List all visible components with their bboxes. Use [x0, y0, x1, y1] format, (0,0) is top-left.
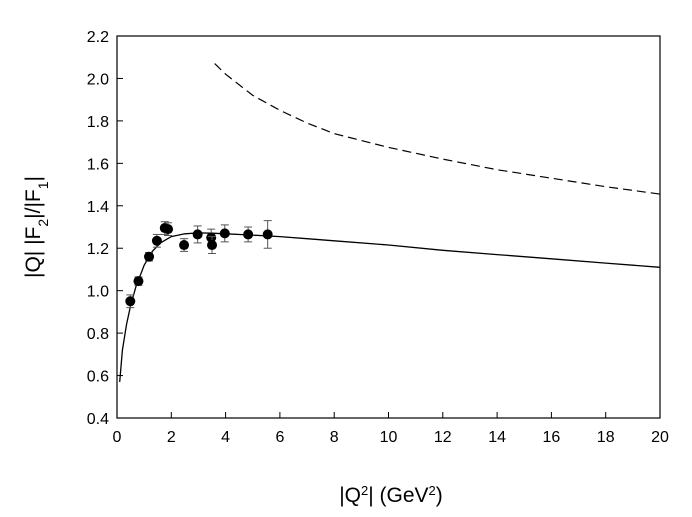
- data-point: [163, 224, 174, 235]
- x-axis-ticks: 0 2 4 6 8 10 12 14 16 18 20: [113, 412, 669, 446]
- y-axis-title: |Q| |F2|/|F1|: [22, 176, 51, 278]
- data-point: [133, 276, 144, 287]
- data-point: [206, 232, 217, 243]
- x-tick-label: 0: [113, 429, 122, 446]
- y-tick-label: 1.6: [87, 156, 109, 173]
- y-tick-label: 1.0: [87, 284, 109, 301]
- x-tick-label: 6: [275, 429, 284, 446]
- data-point: [125, 296, 136, 307]
- data-point: [219, 228, 230, 239]
- x-tick-label: 14: [488, 429, 506, 446]
- data-point: [144, 251, 155, 262]
- y-tick-label: 1.8: [87, 114, 109, 131]
- data-point: [243, 229, 254, 240]
- x-tick-label: 4: [221, 429, 230, 446]
- data-point: [151, 235, 162, 246]
- data-point: [207, 240, 218, 251]
- x-tick-label: 8: [330, 429, 339, 446]
- x-tick-label: 20: [651, 429, 669, 446]
- x-tick-label: 18: [597, 429, 615, 446]
- data-point: [262, 229, 273, 240]
- y-tick-label: 2.2: [87, 29, 109, 46]
- plot-area: [117, 36, 660, 418]
- data-points: [125, 220, 273, 309]
- y-tick-label: 2.0: [87, 71, 109, 88]
- plot-frame: [116, 35, 661, 419]
- x-tick-label: 12: [434, 429, 452, 446]
- x-tick-label: 16: [543, 429, 561, 446]
- y-tick-label: 0.8: [87, 326, 109, 343]
- x-axis-title: |Q2| (GeV2): [339, 483, 443, 508]
- x-tick-label: 2: [167, 429, 176, 446]
- x-tick-label: 10: [380, 429, 398, 446]
- data-point: [179, 240, 190, 251]
- y-tick-label: 0.4: [87, 411, 109, 428]
- y-tick-label: 0.6: [87, 369, 109, 386]
- y-tick-label: 1.4: [87, 199, 109, 216]
- y-tick-label: 1.2: [87, 241, 109, 258]
- dashed-curve: [214, 63, 661, 195]
- data-point: [192, 229, 203, 240]
